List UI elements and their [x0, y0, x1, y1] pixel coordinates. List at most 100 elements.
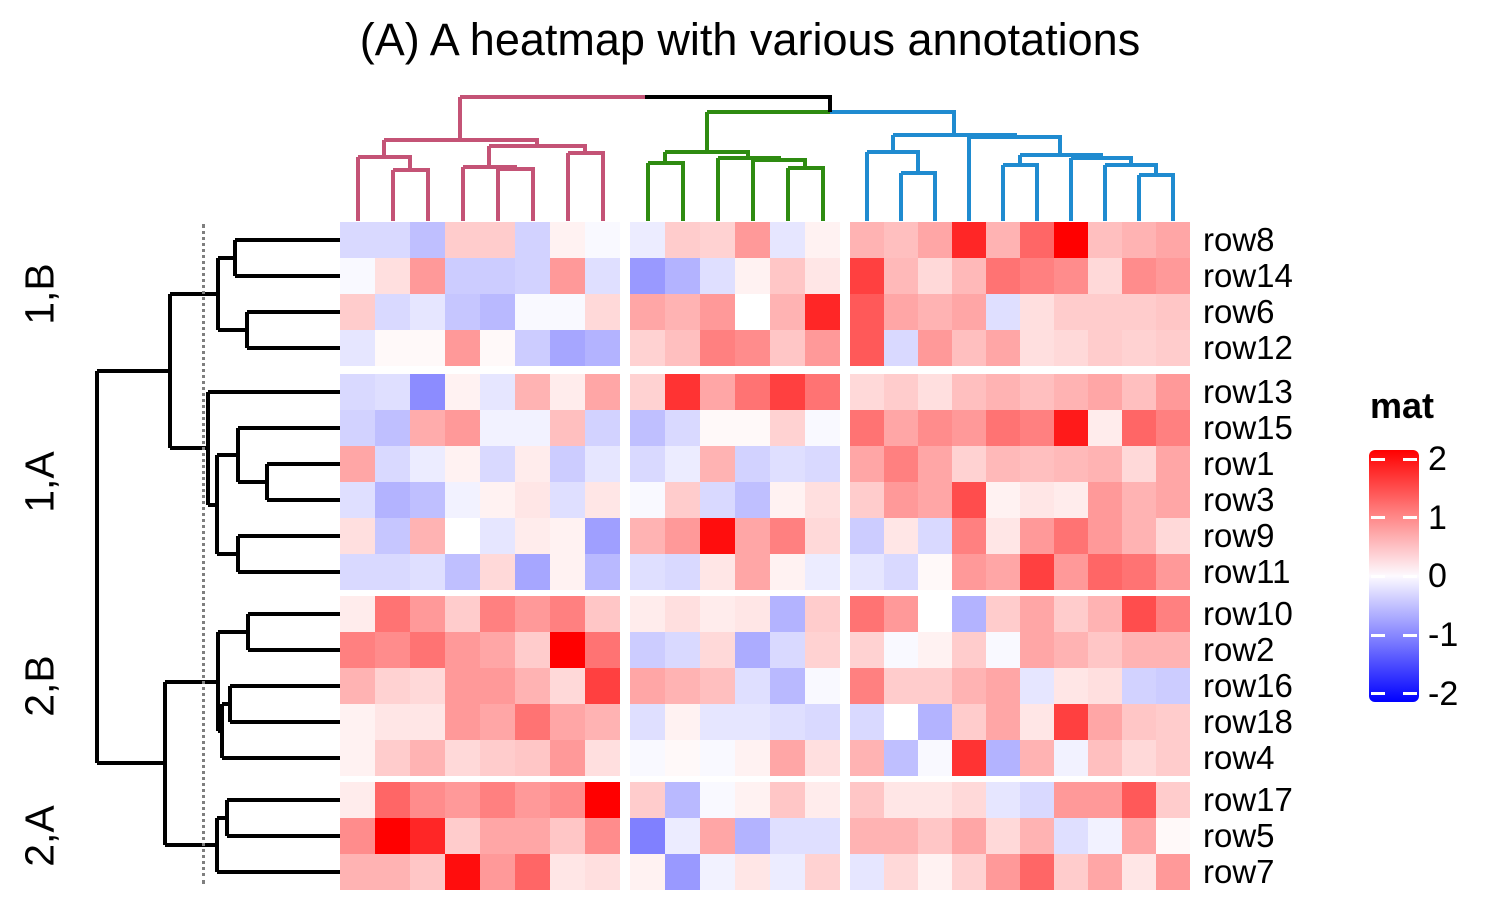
- heatmap-cell: [480, 374, 515, 410]
- row-group-label: 1,A: [16, 451, 63, 513]
- heatmap-cell: [850, 740, 884, 776]
- row-dendrogram-segment: [235, 238, 340, 242]
- heatmap-cell: [1156, 482, 1190, 518]
- row-dendrogram-segment: [227, 798, 340, 802]
- heatmap-cell: [952, 854, 986, 890]
- heatmap-cell: [410, 446, 445, 482]
- heatmap-cell: [850, 854, 884, 890]
- heatmap-cell: [884, 374, 918, 410]
- column-dendrogram-segment: [1154, 165, 1158, 175]
- heatmap-cell: [445, 446, 480, 482]
- heatmap-cell: [630, 854, 665, 890]
- heatmap-cell: [1088, 294, 1122, 330]
- heatmap-cell: [665, 668, 700, 704]
- heatmap-cell: [375, 330, 410, 366]
- heatmap-cell: [480, 782, 515, 818]
- heatmap-cell: [445, 596, 480, 632]
- heatmap-cell: [735, 854, 770, 890]
- row-label: row6: [1203, 292, 1275, 330]
- heatmap-cell: [770, 518, 805, 554]
- heatmap-cell: [884, 704, 918, 740]
- heatmap-cell: [735, 410, 770, 446]
- heatmap-cell: [805, 330, 840, 366]
- heatmap-cell: [1156, 554, 1190, 590]
- heatmap-cell: [918, 518, 952, 554]
- column-dendrogram-segment: [458, 97, 463, 140]
- heatmap-cell: [630, 374, 665, 410]
- heatmap-cell: [700, 294, 735, 330]
- row-dendrogram-segment: [222, 702, 232, 706]
- heatmap-cell: [630, 782, 665, 818]
- heatmap-cell: [375, 740, 410, 776]
- heatmap-cell: [1054, 446, 1088, 482]
- heatmap-cell: [918, 554, 952, 590]
- heatmap-cell: [1088, 632, 1122, 668]
- column-dendrogram-segment: [867, 150, 920, 154]
- heatmap-cell: [550, 554, 585, 590]
- heatmap-cell: [1122, 668, 1156, 704]
- heatmap-cell: [952, 330, 986, 366]
- heatmap-cell: [1122, 518, 1156, 554]
- heatmap-cell: [850, 554, 884, 590]
- row-label: row12: [1203, 328, 1293, 366]
- heatmap-cell: [340, 596, 375, 632]
- column-dendrogram-segment: [357, 155, 412, 159]
- heatmap-cell: [550, 330, 585, 366]
- legend-tick-label: -2: [1428, 674, 1459, 713]
- legend-tick-dash: [1403, 574, 1417, 578]
- heatmap-cell: [480, 554, 515, 590]
- heatmap-cell: [952, 782, 986, 818]
- heatmap-cell: [850, 518, 884, 554]
- heatmap-cell: [585, 294, 620, 330]
- row-dendrogram-segment: [238, 426, 340, 430]
- heatmap-cell: [630, 704, 665, 740]
- heatmap-cell: [1122, 554, 1156, 590]
- heatmap-cell: [665, 596, 700, 632]
- heatmap-cell: [850, 294, 884, 330]
- heatmap-cell: [375, 704, 410, 740]
- heatmap-cell: [1122, 446, 1156, 482]
- heatmap-cell: [850, 482, 884, 518]
- heatmap-cell: [884, 668, 918, 704]
- heatmap-cell: [340, 518, 375, 554]
- heatmap-cell: [1054, 782, 1088, 818]
- heatmap-cell: [585, 258, 620, 294]
- heatmap-cell: [1054, 330, 1088, 366]
- column-dendrogram-segment: [390, 170, 395, 221]
- heatmap-cell: [770, 222, 805, 258]
- heatmap-cell: [550, 704, 585, 740]
- heatmap-cell: [480, 740, 515, 776]
- column-dendrogram-segment: [715, 158, 720, 221]
- heatmap-cell: [850, 632, 884, 668]
- column-dendrogram-segment: [392, 168, 430, 172]
- column-dendrogram-segment: [1128, 158, 1133, 165]
- legend-tick-dash: [1371, 692, 1385, 696]
- heatmap-cell: [735, 258, 770, 294]
- heatmap-cell: [340, 222, 375, 258]
- row-label: row18: [1203, 702, 1293, 740]
- heatmap-cell: [445, 374, 480, 410]
- row-label: row8: [1203, 220, 1275, 258]
- row-group-label: 2,A: [16, 805, 63, 867]
- heatmap-cell: [480, 410, 515, 446]
- heatmap-cell: [585, 446, 620, 482]
- column-dendrogram-segment: [1058, 137, 1063, 155]
- row-dendrogram-segment: [267, 498, 340, 502]
- heatmap-cell: [515, 330, 550, 366]
- heatmap-cell: [1122, 782, 1156, 818]
- heatmap-cell: [1054, 854, 1088, 890]
- heatmap-cell: [1156, 330, 1190, 366]
- heatmap-cell: [1020, 330, 1054, 366]
- heatmap-cell: [410, 632, 445, 668]
- heatmap-cell: [550, 632, 585, 668]
- column-dendrogram-segment: [899, 173, 903, 221]
- heatmap-cell: [1088, 482, 1122, 518]
- heatmap-cell: [884, 782, 918, 818]
- column-dendrogram-segment: [717, 156, 781, 160]
- column-dendrogram-segment: [706, 110, 833, 114]
- heatmap-cell: [410, 294, 445, 330]
- column-dendrogram-segment: [901, 171, 937, 175]
- legend-tick-dash: [1371, 516, 1385, 520]
- heatmap-cell: [850, 374, 884, 410]
- heatmap-cell: [630, 596, 665, 632]
